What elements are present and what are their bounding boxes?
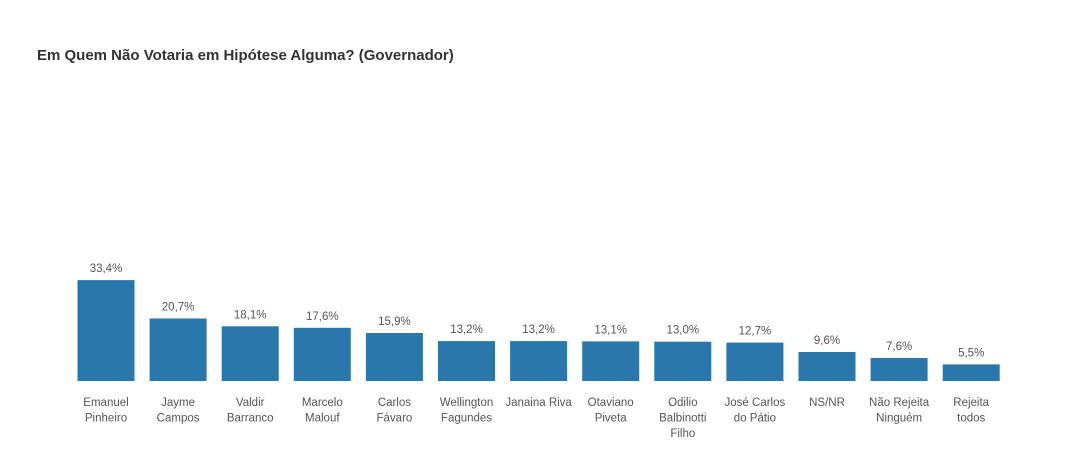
- data-label: 9,6%: [814, 335, 840, 347]
- category-label: Não Rejeita: [869, 397, 930, 409]
- bar: [149, 318, 207, 381]
- category-label: Carlos: [378, 397, 411, 409]
- bar: [438, 341, 495, 381]
- bar: [510, 341, 568, 381]
- category-label: Fagundes: [441, 413, 492, 425]
- bar: [293, 327, 351, 381]
- bar: [798, 352, 856, 381]
- bar: [870, 358, 928, 381]
- category-label: Fávaro: [377, 413, 413, 425]
- category-label: Campos: [157, 413, 200, 425]
- data-labels-group: 33,4% 20,7% 18,1% 17,6% 15,9% 13,2% 13,2% 13,1%…: [90, 263, 985, 359]
- category-label: Wellington: [440, 397, 494, 409]
- data-label: 13,1%: [594, 324, 627, 336]
- bar: [726, 342, 784, 381]
- data-label: 20,7%: [162, 302, 195, 314]
- category-label: Emanuel: [83, 397, 128, 409]
- category-labels-group: Emanuel Pinheiro Jayme Campos Valdir Barranco…: [83, 397, 989, 440]
- data-label: 12,7%: [739, 326, 772, 338]
- category-label: NS/NR: [809, 397, 845, 409]
- category-label: Rejeita: [953, 397, 989, 409]
- category-label: Jayme: [161, 397, 195, 409]
- chart-title: Em Quem Não Votaria em Hipótese Alguma? …: [37, 47, 454, 64]
- data-label: 33,4%: [90, 263, 123, 275]
- data-label: 13,2%: [522, 324, 555, 336]
- data-label: 15,9%: [378, 316, 411, 328]
- category-label: Odilio: [668, 397, 697, 409]
- data-label: 13,0%: [666, 325, 699, 337]
- category-label: Janaina Riva: [505, 397, 572, 409]
- category-label: Balbinotti: [659, 413, 706, 425]
- bars-group: [77, 280, 1000, 381]
- category-label: Malouf: [305, 413, 340, 425]
- category-label: José Carlos: [725, 397, 786, 409]
- data-label: 7,6%: [886, 341, 912, 353]
- category-label: todos: [957, 413, 985, 425]
- data-label: 13,2%: [450, 324, 483, 336]
- bar: [654, 341, 712, 381]
- category-label: do Pátio: [734, 413, 776, 425]
- bar: [582, 341, 640, 381]
- bar: [77, 280, 135, 381]
- data-label: 17,6%: [306, 311, 339, 323]
- bar: [942, 364, 1000, 381]
- category-label: Pinheiro: [85, 413, 127, 425]
- data-label: 18,1%: [234, 309, 267, 321]
- category-label: Filho: [670, 428, 695, 440]
- data-label: 5,5%: [958, 347, 984, 359]
- bar: [221, 326, 279, 381]
- category-label: Barranco: [227, 413, 274, 425]
- category-label: Piveta: [595, 413, 628, 425]
- category-label: Ninguém: [876, 413, 922, 425]
- category-label: Marcelo: [302, 397, 343, 409]
- category-label: Otaviano: [588, 397, 634, 409]
- bar: [365, 333, 423, 381]
- category-label: Valdir: [236, 397, 265, 409]
